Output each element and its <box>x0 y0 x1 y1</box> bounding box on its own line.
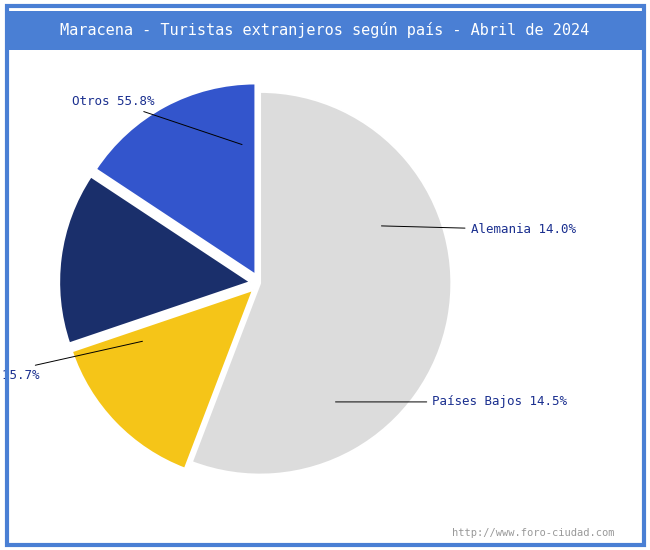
Text: Francia 15.7%: Francia 15.7% <box>0 342 142 382</box>
Text: Alemania 14.0%: Alemania 14.0% <box>382 223 575 236</box>
Text: Países Bajos 14.5%: Países Bajos 14.5% <box>335 395 567 409</box>
Wedge shape <box>96 84 255 275</box>
Wedge shape <box>59 177 250 343</box>
Text: http://www.foro-ciudad.com: http://www.foro-ciudad.com <box>452 529 614 538</box>
Wedge shape <box>192 92 451 475</box>
Wedge shape <box>72 290 253 469</box>
Text: Otros 55.8%: Otros 55.8% <box>72 95 242 145</box>
Text: Maracena - Turistas extranjeros según país - Abril de 2024: Maracena - Turistas extranjeros según pa… <box>60 22 590 38</box>
